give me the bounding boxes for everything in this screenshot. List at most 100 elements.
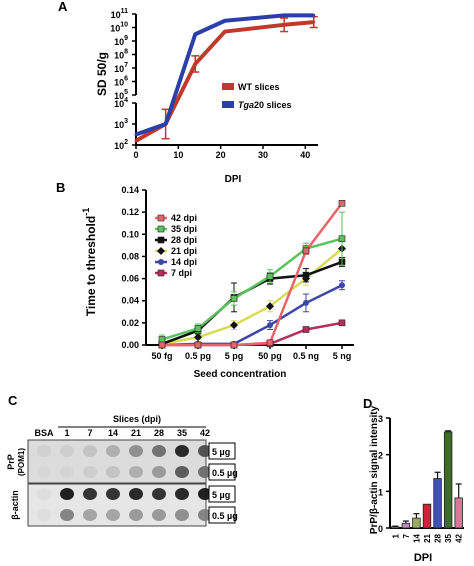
- blot-dot: [37, 488, 51, 500]
- chart-b-xlabel: Seed concentration: [194, 369, 287, 380]
- chart-b-legend-marker: [157, 269, 165, 277]
- blot-column-label: 21: [131, 428, 141, 438]
- chart-b-legend-label: 42 dpi: [171, 213, 197, 223]
- chart-b-ytick-label: 0.08: [121, 251, 139, 261]
- blot-dot: [83, 466, 97, 478]
- chart-a-ytick-base: 10: [114, 99, 124, 109]
- chart-a-ytick-label: 103: [114, 118, 128, 130]
- chart-d-xtick-label: 7: [402, 533, 411, 538]
- chart-a-legend: WT slices Tga20 slices: [222, 82, 292, 110]
- blot-dot: [129, 445, 143, 457]
- chart-b-point: [194, 325, 202, 332]
- chart-b-point: [339, 282, 345, 289]
- chart-a-ytick-exp: 5: [124, 89, 128, 96]
- chart-d-bar: [443, 431, 453, 529]
- blot-column-label: 28: [154, 428, 164, 438]
- blot-dot: [129, 488, 143, 500]
- chart-d-ytick-label: 2: [378, 451, 383, 461]
- chart-d-ytick-label: 1: [378, 487, 383, 497]
- chart-b-point: [194, 333, 202, 342]
- chart-b-point: [230, 341, 238, 349]
- chart-a-legend-text: 20 slices: [254, 100, 292, 110]
- chart-d-ytick-label: 3: [378, 414, 383, 424]
- chart-b-legend-marker: [157, 225, 165, 233]
- chart-a-xtick-label: 40: [300, 150, 310, 160]
- chart-a-xtick-label: 0: [133, 150, 138, 160]
- chart-a-point: [134, 133, 138, 136]
- chart-a-ytick-base: 10: [111, 10, 121, 20]
- chart-a-legend-italic: Tga: [238, 100, 254, 110]
- panel-label-b: B: [56, 180, 65, 195]
- chart-b-legend-label: 7 dpi: [171, 268, 192, 278]
- chart-a-ytick-exp: 4: [124, 97, 128, 104]
- chart-b-point: [158, 336, 166, 343]
- chart-a-ytick-label: 107: [114, 62, 128, 74]
- blot-prp-sublabel: (POM1): [17, 448, 26, 476]
- blot-amount-box: [208, 506, 236, 524]
- chart-b: Time to threshold-1 Seed concentration 0…: [81, 185, 354, 380]
- chart-b-ytick-label: 0.14: [121, 185, 139, 195]
- blot-dot: [129, 466, 143, 478]
- chart-a-point: [312, 20, 316, 24]
- panel-label-a: A: [58, 0, 68, 14]
- chart-b-ylabel-text: Time to threshold: [84, 216, 98, 316]
- chart-a-point: [223, 30, 227, 34]
- chart-b-point: [230, 295, 238, 302]
- chart-a-point: [282, 23, 286, 27]
- chart-a-legend-label: Tga20 slices: [238, 100, 292, 110]
- chart-b-legend-marker: [157, 247, 165, 255]
- blot-dot: [152, 488, 166, 500]
- blot-column-label: BSA: [34, 428, 54, 438]
- chart-b-xtick-label: 5 pg: [225, 351, 244, 361]
- blot-dot: [60, 509, 74, 521]
- chart-a-ytick-label: 105: [114, 89, 128, 101]
- blot-dot: [60, 466, 74, 478]
- blot-dot: [106, 509, 120, 521]
- chart-b-point: [302, 247, 310, 255]
- blot-dot: [37, 509, 51, 521]
- blot-header-title: Slices (dpi): [113, 414, 161, 424]
- blot-amount-box: [208, 485, 236, 503]
- chart-b-point: [338, 235, 346, 243]
- blot-dot: [83, 488, 97, 500]
- chart-b-legend-label: 14 dpi: [171, 257, 197, 267]
- chart-a-point: [134, 139, 138, 143]
- chart-d-xtick-label: 21: [423, 533, 432, 542]
- blot-dot: [37, 445, 51, 457]
- blot-c: Slices (dpi) BSA 1 7 14 21 28 35 42 5 µg 0.5 µg 5…: [6, 414, 238, 527]
- chart-a-ytick-label: 1011: [111, 8, 129, 20]
- blot-dot: [106, 488, 120, 500]
- chart-b-ylabel-sup: -1: [81, 208, 91, 216]
- blot-amount-box: [208, 463, 236, 481]
- blot-dot: [83, 445, 97, 457]
- chart-b-point: [302, 271, 310, 279]
- chart-a-ylabel: SD 50/g: [95, 52, 109, 96]
- chart-d-bar: [422, 503, 432, 529]
- blot-actin-label: β-actin: [10, 490, 20, 520]
- chart-b-ytick-label: 0.10: [121, 229, 139, 239]
- blot-dot: [60, 445, 74, 457]
- chart-b-xtick-label: 50 fg: [151, 351, 172, 361]
- chart-b-legend-label: 21 dpi: [171, 246, 197, 256]
- blot-column-label: 7: [87, 428, 92, 438]
- chart-b-point: [338, 319, 346, 327]
- chart-a-ytick-label: 1010: [110, 22, 128, 34]
- chart-a-point: [164, 122, 168, 126]
- chart-a-point: [193, 32, 197, 36]
- chart-b-ytick-label: 0.06: [121, 274, 139, 284]
- chart-b-legend-label: 28 dpi: [171, 235, 197, 245]
- chart-b-series-line: [162, 202, 343, 347]
- chart-b-ytick-label: 0.00: [121, 340, 139, 350]
- chart-d-xtick-label: 1: [391, 533, 400, 538]
- chart-a-ytick-base: 10: [114, 91, 124, 101]
- chart-b-point: [338, 199, 346, 207]
- chart-b-legend-marker: [158, 259, 164, 265]
- chart-a-ytick-base: 10: [110, 24, 120, 34]
- blot-column-label: 14: [108, 428, 118, 438]
- chart-a-ytick-base: 10: [114, 37, 124, 47]
- chart-a-ytick-exp: 2: [124, 139, 128, 146]
- chart-d-bar: [433, 478, 442, 529]
